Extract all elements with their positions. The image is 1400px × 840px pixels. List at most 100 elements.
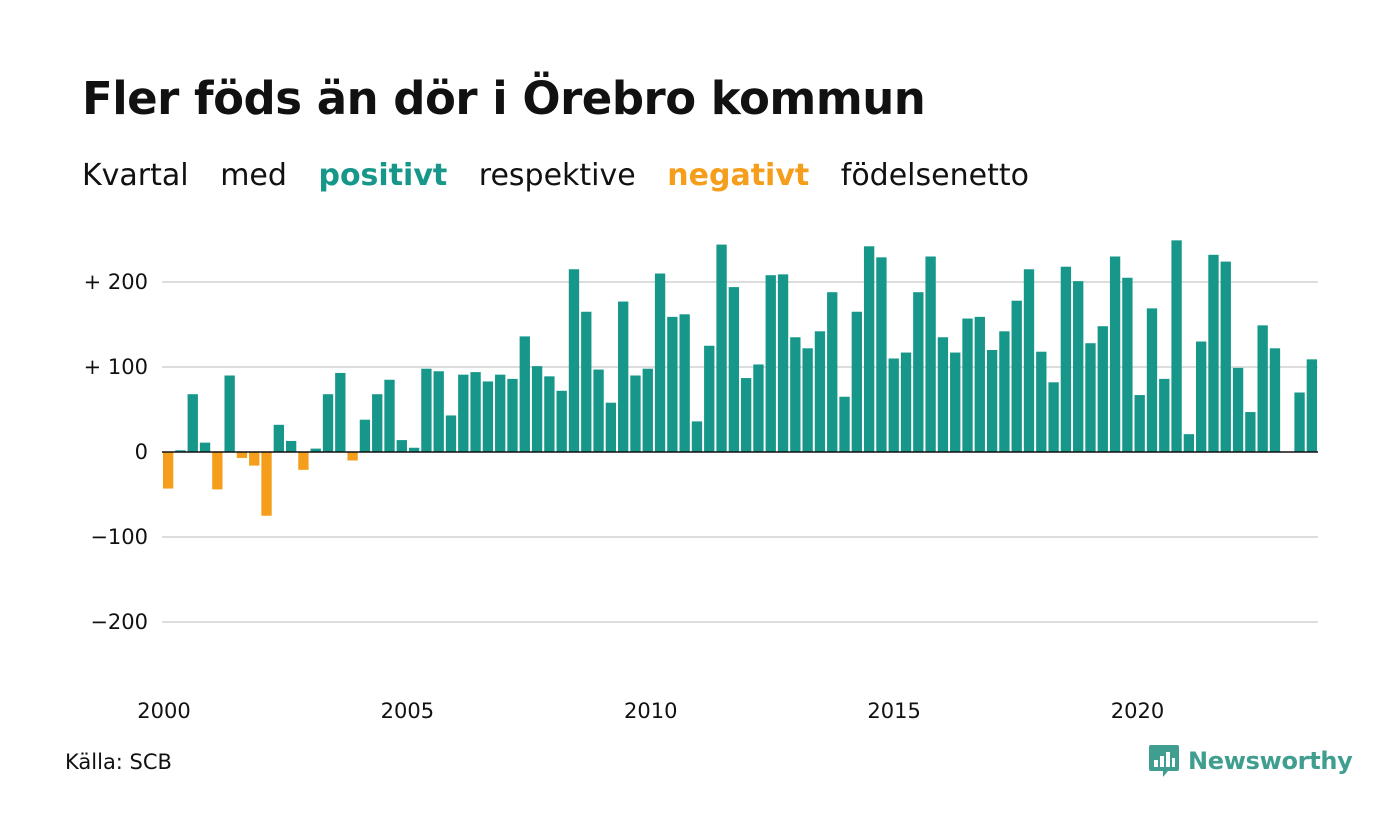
bar-2021-q4: [1232, 367, 1244, 452]
bar-2009-q3: [630, 375, 641, 452]
bar-2001-q4: [249, 452, 260, 466]
y-tick-labels: + 200 + 100 0 −100 −200: [84, 270, 148, 634]
subtitle-negative-label: negativt: [667, 158, 810, 193]
bar-2017-q4: [1036, 351, 1047, 452]
newsworthy-brand[interactable]: Newsworthy: [1148, 743, 1353, 779]
bar-2022-q3: [1269, 348, 1281, 452]
bar-2015-q1: [900, 352, 912, 452]
bar-2010-q4: [691, 421, 703, 452]
bar-2015-q2: [913, 292, 924, 452]
x-tick-label: 2010: [624, 699, 677, 723]
bar-2012-q4: [790, 337, 801, 452]
bar-2008-q4: [593, 369, 604, 452]
bar-2004-q4: [396, 440, 407, 452]
brand-name: Newsworthy: [1188, 747, 1353, 775]
bar-2003-q4: [347, 452, 358, 461]
bar-2017-q2: [1011, 300, 1022, 452]
source-note: Källa: SCB: [65, 750, 172, 774]
bar-2017-q3: [1023, 269, 1035, 452]
bar-2018-q3: [1073, 281, 1084, 452]
bar-2022-q1: [1245, 412, 1256, 452]
bar-2004-q2: [372, 394, 383, 452]
bars: [162, 240, 1318, 516]
bar-2005-q2: [421, 368, 432, 452]
bar-2007-q1: [507, 378, 518, 452]
bar-2006-q3: [482, 381, 494, 452]
bar-2007-q4: [544, 376, 555, 452]
bar-2008-q1: [556, 390, 567, 452]
bar-2016-q4: [986, 350, 998, 452]
x-tick-label: 2020: [1111, 699, 1164, 723]
bar-2018-q1: [1048, 382, 1059, 452]
bar-2011-q1: [704, 345, 715, 452]
bar-2018-q2: [1060, 266, 1072, 452]
bar-2020-q1: [1146, 308, 1158, 452]
subtitle-word-birth-net: födelsenetto: [840, 158, 1029, 193]
bar-2003-q2: [322, 394, 334, 452]
bar-2001-q3: [236, 452, 248, 458]
bar-2005-q4: [445, 415, 457, 452]
bar-2003-q3: [335, 372, 346, 452]
bar-2006-q1: [458, 374, 469, 452]
bar-2013-q2: [814, 331, 826, 452]
bar-2009-q4: [642, 368, 653, 452]
bar-2021-q1: [1196, 341, 1207, 452]
bar-2013-q3: [827, 292, 838, 452]
x-tick-labels: 2000 2005 2010 2015 2020: [137, 699, 1164, 723]
bar-2012-q3: [777, 274, 789, 452]
bar-2000-q3: [187, 394, 198, 452]
y-tick-label: −200: [90, 610, 148, 634]
bar-2012-q1: [753, 364, 764, 452]
y-tick-label: + 100: [84, 355, 148, 379]
bar-2016-q1: [950, 352, 961, 452]
bar-2005-q1: [408, 447, 420, 452]
bar-2019-q1: [1097, 326, 1108, 452]
bar-2000-q1: [162, 452, 174, 489]
bar-2002-q4: [298, 452, 309, 470]
bar-2001-q1: [212, 452, 223, 490]
bar-2008-q3: [581, 311, 592, 452]
bar-2010-q2: [667, 316, 678, 452]
bar-2003-q1: [310, 448, 321, 452]
bar-2015-q4: [937, 337, 949, 452]
bar-2021-q3: [1220, 261, 1231, 452]
bar-2009-q2: [618, 301, 629, 452]
bar-2002-q2: [273, 424, 284, 452]
bar-2015-q3: [925, 256, 936, 452]
y-tick-label: −100: [90, 525, 148, 549]
y-tick-label: 0: [135, 440, 148, 464]
bar-2023-q2: [1306, 359, 1318, 452]
subtitle-word-with: med: [220, 158, 287, 193]
bar-2017-q1: [999, 331, 1010, 452]
bar-2010-q1: [654, 273, 666, 452]
bar-2013-q1: [802, 348, 813, 452]
bar-2016-q3: [974, 316, 985, 452]
chart-title: Fler föds än dör i Örebro kommun: [82, 72, 926, 125]
bar-2005-q3: [433, 371, 444, 452]
bar-2014-q2: [863, 246, 875, 452]
newsworthy-logo-icon: [1149, 745, 1179, 777]
bar-2019-q3: [1122, 277, 1133, 452]
bar-2021-q2: [1208, 254, 1219, 452]
bar-2014-q4: [888, 358, 899, 452]
bar-2006-q2: [470, 372, 481, 452]
bar-2014-q3: [876, 257, 887, 452]
bar-2022-q2: [1257, 325, 1268, 452]
bar-2014-q1: [851, 311, 862, 452]
bar-2002-q3: [285, 440, 297, 452]
bar-2019-q2: [1109, 256, 1121, 452]
bar-2011-q4: [740, 378, 752, 452]
bar-2020-q4: [1183, 434, 1195, 452]
bar-2013-q4: [839, 396, 850, 452]
bar-2004-q1: [359, 419, 371, 452]
bar-2019-q4: [1134, 395, 1145, 452]
subtitle-positive-label: positivt: [318, 158, 448, 193]
bar-2010-q3: [679, 314, 690, 452]
bar-2023-q1: [1294, 392, 1305, 452]
chart-subtitle: Kvartal med positivt respektive negativt…: [82, 158, 1051, 193]
bar-2000-q4: [199, 442, 211, 452]
x-tick-label: 2000: [137, 699, 190, 723]
y-tick-label: + 200: [84, 270, 148, 294]
bar-2012-q2: [765, 275, 776, 452]
